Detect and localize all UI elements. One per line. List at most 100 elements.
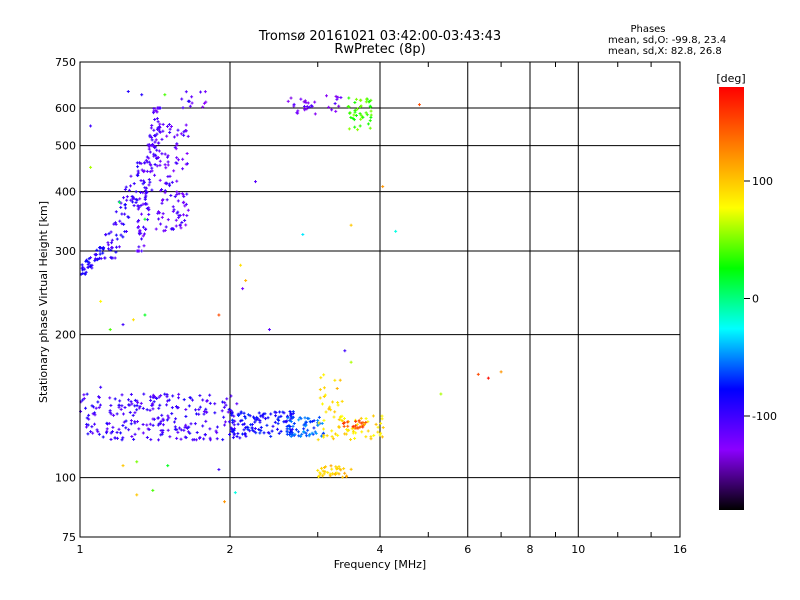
data-point [136, 207, 140, 211]
data-point [121, 464, 125, 468]
data-point [180, 97, 184, 101]
data-point [145, 408, 149, 412]
data-point [235, 402, 239, 406]
data-point [181, 167, 185, 171]
data-point [163, 228, 167, 232]
data-point [99, 257, 103, 261]
data-point [150, 188, 154, 192]
data-point [172, 135, 176, 139]
data-point [368, 119, 372, 123]
data-point [186, 134, 190, 138]
data-point [279, 414, 283, 418]
colorbar-tick-label: 0 [752, 293, 759, 306]
data-points [79, 90, 503, 504]
data-point [312, 426, 316, 430]
data-point [499, 370, 503, 374]
data-point [331, 437, 335, 441]
data-point [334, 109, 338, 113]
data-point [155, 164, 159, 168]
data-point [229, 394, 233, 398]
data-point [274, 414, 278, 418]
data-point [98, 249, 102, 253]
data-point [148, 133, 152, 137]
data-point [334, 465, 338, 469]
data-point [161, 129, 165, 133]
data-point [366, 420, 370, 424]
data-point [379, 421, 383, 425]
data-point [156, 423, 160, 427]
data-point [227, 407, 231, 411]
data-point [253, 420, 257, 424]
data-point [120, 404, 124, 408]
data-point [292, 421, 296, 425]
data-point [197, 436, 201, 440]
data-point [288, 419, 292, 423]
data-point [337, 472, 341, 476]
data-point [340, 399, 344, 403]
data-point [359, 421, 363, 425]
data-point [133, 398, 137, 402]
data-point [129, 419, 133, 423]
data-point [361, 115, 365, 119]
data-point [136, 174, 140, 178]
data-point [282, 411, 286, 415]
data-point [165, 134, 169, 138]
data-point [109, 248, 113, 252]
data-point [135, 404, 139, 408]
data-point [80, 263, 84, 267]
data-point [376, 430, 380, 434]
data-point [215, 425, 219, 429]
data-point [108, 396, 112, 400]
colorbar-tick-label: 100 [752, 175, 773, 188]
data-point [146, 143, 150, 147]
data-point [130, 402, 134, 406]
data-point [269, 434, 273, 438]
data-point [394, 229, 398, 233]
data-point [290, 416, 294, 420]
data-point [184, 123, 188, 127]
data-point [135, 460, 139, 464]
data-point [417, 103, 421, 107]
data-point [341, 475, 345, 479]
data-point [230, 429, 234, 433]
data-point [101, 435, 105, 439]
data-point [131, 200, 135, 204]
data-point [111, 425, 115, 429]
data-point [323, 470, 327, 474]
data-point [289, 432, 293, 436]
data-point [134, 197, 138, 201]
data-point [141, 422, 145, 426]
data-point [161, 212, 165, 216]
data-point [140, 168, 144, 172]
data-point [160, 201, 164, 205]
data-point [334, 432, 338, 436]
data-point [359, 113, 363, 117]
data-point [222, 405, 226, 409]
data-point [147, 208, 151, 212]
data-point [121, 436, 125, 440]
data-point [364, 420, 368, 424]
y-tick-label: 100 [55, 472, 76, 485]
data-point [337, 418, 341, 422]
data-point [136, 401, 140, 405]
data-point [349, 360, 353, 364]
data-point [333, 378, 337, 382]
data-point [148, 422, 152, 426]
data-point [224, 403, 228, 407]
data-point [191, 438, 195, 442]
data-point [230, 418, 234, 422]
data-point [151, 423, 155, 427]
data-point [324, 465, 328, 469]
data-point [112, 222, 116, 226]
data-point [166, 124, 170, 128]
data-point [157, 416, 161, 420]
data-point [174, 224, 178, 228]
data-point [286, 99, 290, 103]
data-point [138, 229, 142, 233]
data-point [158, 129, 162, 133]
y-tick-label: 500 [55, 140, 76, 153]
data-point [368, 104, 372, 108]
data-point [287, 424, 291, 428]
data-point [141, 431, 145, 435]
y-tick-label: 75 [62, 531, 76, 544]
